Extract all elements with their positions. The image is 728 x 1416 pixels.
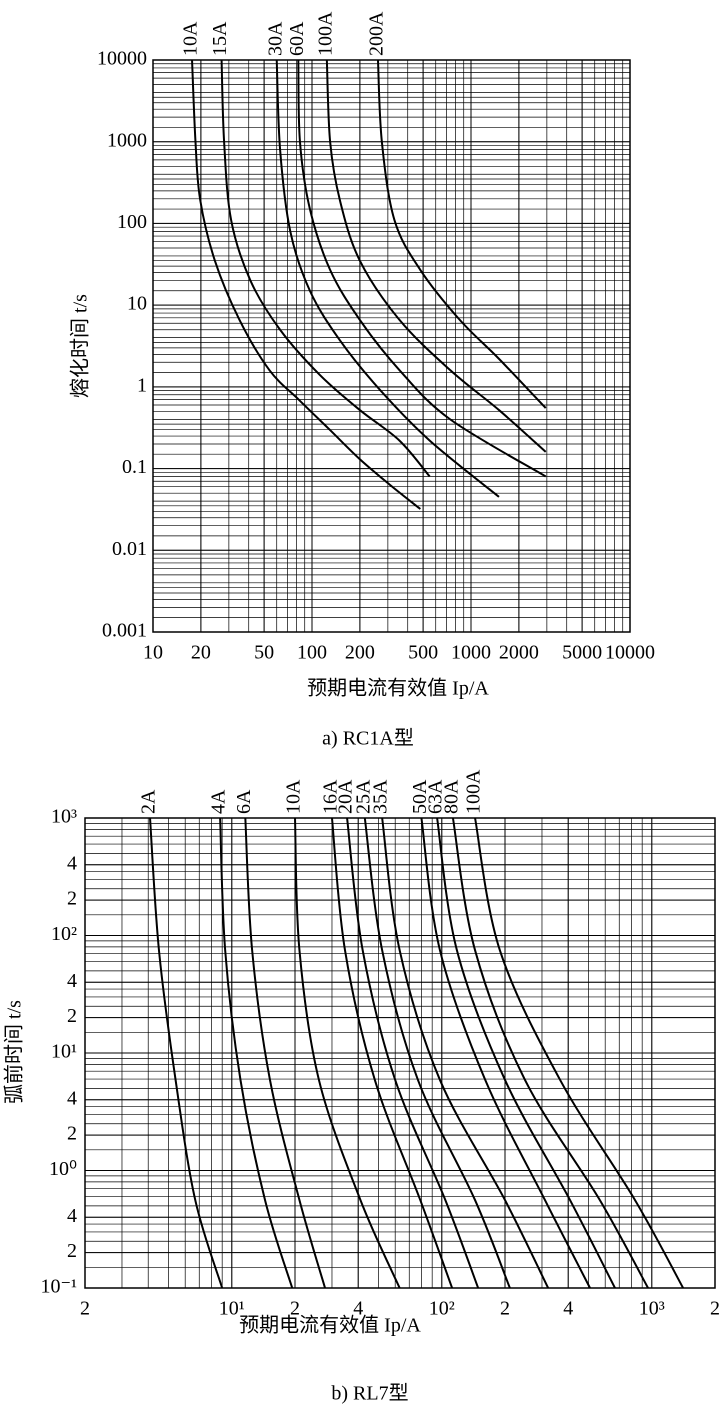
y-tick-label: 2 — [67, 1240, 77, 1262]
curve — [330, 817, 454, 1289]
x-tick-label: 10² — [429, 1298, 455, 1320]
series-label: 20A — [335, 779, 357, 814]
curve — [436, 817, 616, 1289]
curve — [376, 59, 547, 409]
x-tick-label: 1000 — [451, 642, 491, 664]
series-label: 4A — [208, 789, 230, 814]
y-tick-label: 100 — [117, 211, 147, 233]
series-label: 6A — [233, 789, 255, 814]
curve — [420, 817, 591, 1289]
y-tick-label: 10 — [127, 293, 147, 315]
curve — [474, 817, 684, 1289]
curve — [325, 59, 547, 453]
series-label: 100A — [463, 769, 485, 814]
curve — [149, 817, 224, 1289]
x-tick-label: 10 — [143, 642, 163, 664]
y-tick-label: 10⁻¹ — [40, 1276, 77, 1298]
series-label: 60A — [286, 21, 308, 56]
y-tick-label: 0.1 — [122, 456, 147, 478]
y-tick-label: 0.01 — [112, 538, 147, 560]
series-label: 35A — [370, 779, 392, 814]
x-axis-label: 预期电流有效值 Ip/A — [307, 677, 489, 700]
x-tick-label: 10¹ — [219, 1298, 245, 1320]
x-tick-label: 10000 — [605, 642, 655, 664]
y-tick-label: 4 — [67, 1205, 77, 1227]
y-tick-label: 0.001 — [102, 620, 147, 642]
series-label: 63A — [425, 779, 447, 814]
series-label: 100A — [314, 11, 336, 56]
x-tick-label: 2 — [290, 1298, 300, 1320]
x-tick-label: 4 — [563, 1298, 573, 1320]
curve — [346, 817, 480, 1289]
y-tick-label: 1000 — [107, 129, 147, 151]
curve — [451, 817, 649, 1289]
x-tick-label: 500 — [408, 642, 438, 664]
curve — [297, 59, 547, 478]
curve — [219, 817, 294, 1289]
curve — [381, 817, 550, 1289]
series-label: 10A — [180, 21, 202, 56]
y-tick-label: 10¹ — [51, 1041, 77, 1063]
caption: a) RC1A型 — [322, 727, 414, 750]
x-tick-label: 50 — [254, 642, 274, 664]
y-tick-label: 2 — [67, 1005, 77, 1027]
x-tick-label: 2000 — [499, 642, 539, 664]
y-tick-label: 10000 — [97, 48, 147, 70]
series-label: 15A — [209, 21, 231, 56]
x-tick-label: 2 — [710, 1298, 720, 1320]
y-tick-label: 10⁰ — [49, 1158, 77, 1180]
y-axis-label: 熔化时间 t/s — [69, 294, 92, 398]
x-tick-label: 200 — [345, 642, 375, 664]
x-tick-label: 100 — [297, 642, 327, 664]
curve — [294, 817, 401, 1289]
curve — [275, 59, 500, 498]
x-tick-label: 20 — [191, 642, 211, 664]
x-tick-label: 10³ — [639, 1298, 665, 1320]
series-label: 10A — [283, 779, 305, 814]
curve — [191, 59, 421, 510]
y-axis-label: 弧前时间 t/s — [3, 1000, 26, 1104]
x-tick-label: 2 — [80, 1298, 90, 1320]
y-tick-label: 10³ — [51, 806, 77, 828]
x-tick-label: 5000 — [562, 642, 602, 664]
y-tick-label: 4 — [67, 1087, 77, 1109]
series-label: 25A — [352, 779, 374, 814]
y-tick-label: 2 — [67, 1123, 77, 1145]
series-label: 2A — [138, 789, 160, 814]
series-label: 50A — [409, 779, 431, 814]
curve — [363, 817, 511, 1289]
series-label: 30A — [264, 21, 286, 56]
y-tick-label: 2 — [67, 888, 77, 910]
series-label: 80A — [441, 779, 463, 814]
x-axis-label: 预期电流有效值 Ip/A — [239, 1314, 421, 1337]
series-label: 16A — [320, 779, 342, 814]
y-tick-label: 1 — [137, 374, 147, 396]
series-label: 200A — [366, 11, 388, 56]
curve — [244, 817, 326, 1289]
y-tick-label: 4 — [67, 852, 77, 874]
x-tick-label: 4 — [353, 1298, 363, 1320]
curve — [220, 59, 431, 478]
x-tick-label: 2 — [500, 1298, 510, 1320]
caption: b) RL7型 — [331, 1382, 408, 1405]
y-tick-label: 10² — [51, 923, 77, 945]
y-tick-label: 4 — [67, 970, 77, 992]
